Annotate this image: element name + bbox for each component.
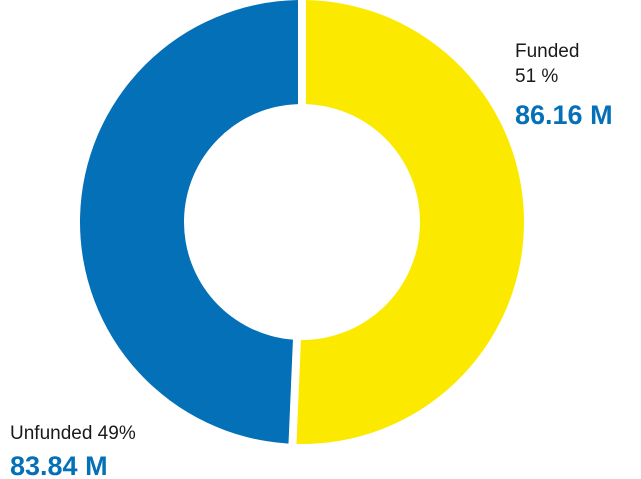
- unfunded-value: 83.84 M: [10, 451, 108, 479]
- funded-value: 86.16 M: [515, 100, 613, 130]
- slice-funded: [296, 0, 525, 445]
- funded-label: Funded: [515, 41, 580, 62]
- unfunded-label: Unfunded 49%: [10, 423, 136, 444]
- slice-unfunded: [79, 0, 299, 444]
- donut-slices: [79, 0, 525, 445]
- funded-percent: 51 %: [515, 66, 559, 87]
